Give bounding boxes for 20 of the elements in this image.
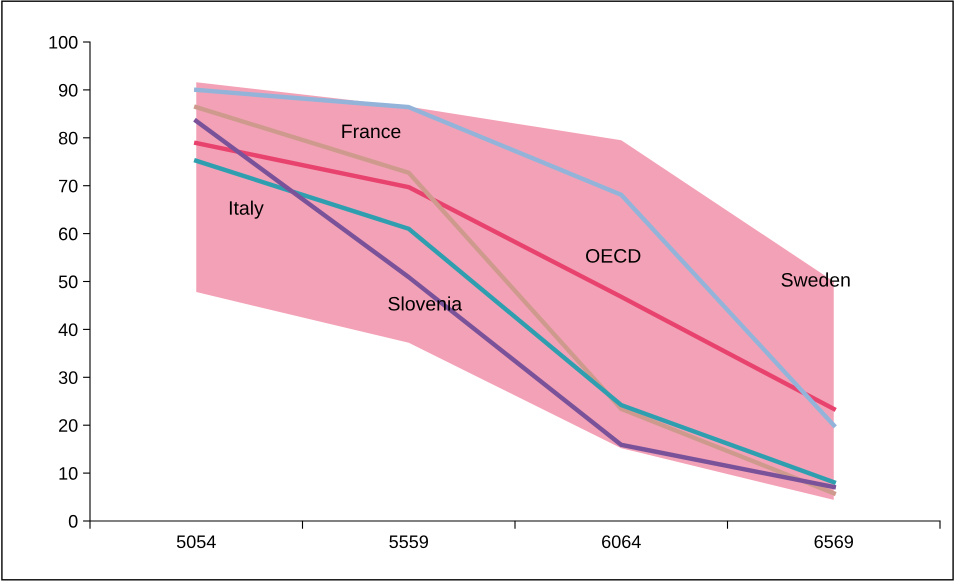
y-tick-label: 60	[59, 228, 78, 240]
x-tick-label: 6064	[602, 535, 641, 548]
series-label: France	[342, 124, 400, 138]
y-tick-label: 20	[59, 419, 78, 432]
y-tick-label: 0	[68, 514, 78, 528]
y-tick-label: 40	[58, 323, 78, 336]
series-label: OECD	[586, 249, 640, 263]
x-tick-label: 6569	[814, 535, 853, 548]
y-tick-label: 10	[59, 467, 78, 480]
y-tick-label: 50	[58, 275, 78, 288]
x-tick-label: 5559	[389, 535, 428, 548]
series-label: Italy	[230, 200, 264, 219]
y-tick-label: 100	[49, 36, 78, 49]
y-tick-label: 70	[59, 180, 78, 192]
y-tick-label: 90	[58, 84, 78, 97]
x-tick-label: 5054	[176, 535, 216, 548]
y-tick-label: 30	[58, 371, 78, 384]
series-label: Slovenia	[388, 296, 462, 311]
text: Sweden	[782, 272, 850, 287]
y-tick-label: 80	[58, 132, 78, 145]
